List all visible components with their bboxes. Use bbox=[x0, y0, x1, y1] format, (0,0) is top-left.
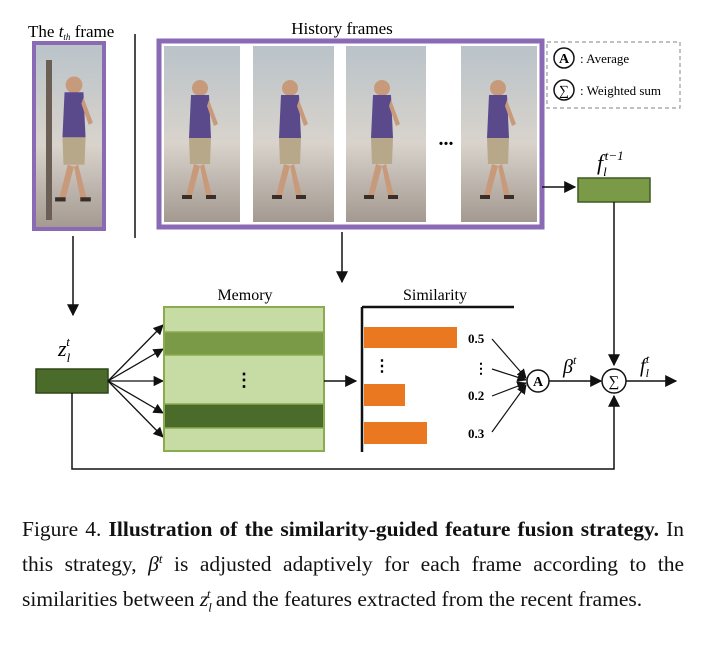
history-frame bbox=[253, 46, 334, 222]
svg-text:⋮: ⋮ bbox=[374, 358, 390, 375]
similarity-bar bbox=[364, 422, 427, 444]
svg-text:A: A bbox=[533, 375, 544, 390]
similarity-chart: ⋮ 0.5 ⋮ 0.2 0.3 bbox=[360, 305, 514, 452]
f-out-label: flt bbox=[640, 352, 650, 380]
caption-bold: Illustration of the similarity-guided fe… bbox=[108, 517, 659, 541]
history-frame bbox=[346, 46, 426, 222]
similarity-value: 0.5 bbox=[468, 331, 485, 346]
similarity-bar bbox=[364, 327, 457, 348]
skip-connection bbox=[71, 393, 620, 470]
fan-arrows bbox=[107, 324, 165, 438]
history-frame bbox=[164, 46, 240, 222]
svg-text:∑: ∑ bbox=[609, 374, 620, 390]
weighted-sum-symbol-icon bbox=[553, 79, 575, 101]
similarity-value: 0.3 bbox=[468, 426, 485, 441]
legend-average-label: : Average bbox=[580, 51, 629, 66]
svg-text:A: A bbox=[559, 52, 570, 67]
memory-slot bbox=[165, 404, 323, 428]
tth-frame-label: The tth frame bbox=[28, 22, 114, 42]
average-symbol-icon bbox=[553, 47, 575, 69]
legend: A : Average ∑ : Weighted sum bbox=[546, 41, 681, 109]
figure-caption: Figure 4. Illustration of the similarity… bbox=[22, 517, 685, 615]
history-frames-label: History frames bbox=[291, 19, 393, 38]
legend-weighted-label: : Weighted sum bbox=[580, 83, 661, 98]
similarity-bar bbox=[364, 384, 405, 406]
caption-label: Figure 4. bbox=[22, 517, 102, 541]
memory-label: Memory bbox=[217, 287, 272, 304]
z-feature-box bbox=[35, 368, 109, 394]
tth-frame-image bbox=[32, 41, 106, 231]
svg-text:∑: ∑ bbox=[559, 84, 569, 99]
beta-label: βt bbox=[562, 353, 577, 378]
fusion-diagram: The tth frame History frames ... bbox=[28, 19, 681, 470]
similarity-value: ⋮ bbox=[474, 362, 488, 377]
memory-block: ⋮ bbox=[163, 306, 325, 452]
memory-slot bbox=[165, 332, 323, 355]
weighted-sum-node: ∑ bbox=[601, 368, 627, 394]
similarity-label: Similarity bbox=[403, 287, 467, 304]
history-frame bbox=[461, 46, 537, 222]
average-node: A bbox=[526, 369, 550, 393]
similarity-value: 0.2 bbox=[468, 388, 484, 403]
f-prev-feature-box bbox=[577, 177, 651, 203]
z-label: zlt bbox=[57, 334, 71, 365]
history-frames-strip: ... bbox=[156, 38, 545, 230]
f-prev-label: flt−1 bbox=[597, 148, 624, 179]
svg-text:⋮: ⋮ bbox=[235, 370, 253, 390]
history-ellipsis: ... bbox=[439, 128, 454, 150]
